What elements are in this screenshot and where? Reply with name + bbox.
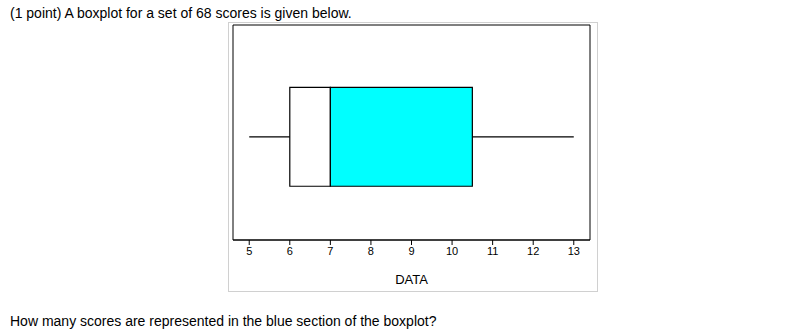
svg-text:13: 13 xyxy=(568,245,580,257)
svg-text:10: 10 xyxy=(446,245,458,257)
html-text:(1 point) A boxplot for a set: (1 point) A boxplot for a set of 68 scor… xyxy=(10,5,352,21)
svg-text:7: 7 xyxy=(327,245,333,257)
svg-text:5: 5 xyxy=(246,245,252,257)
svg-text:11: 11 xyxy=(487,245,498,257)
svg-text:6: 6 xyxy=(287,245,293,257)
svg-text:8: 8 xyxy=(368,245,374,257)
svg-text:9: 9 xyxy=(408,245,414,257)
svg-text:DATA: DATA xyxy=(395,272,428,287)
svg-text:12: 12 xyxy=(527,245,539,257)
html-text:How many scores are represente: How many scores are represented in the b… xyxy=(10,313,437,329)
